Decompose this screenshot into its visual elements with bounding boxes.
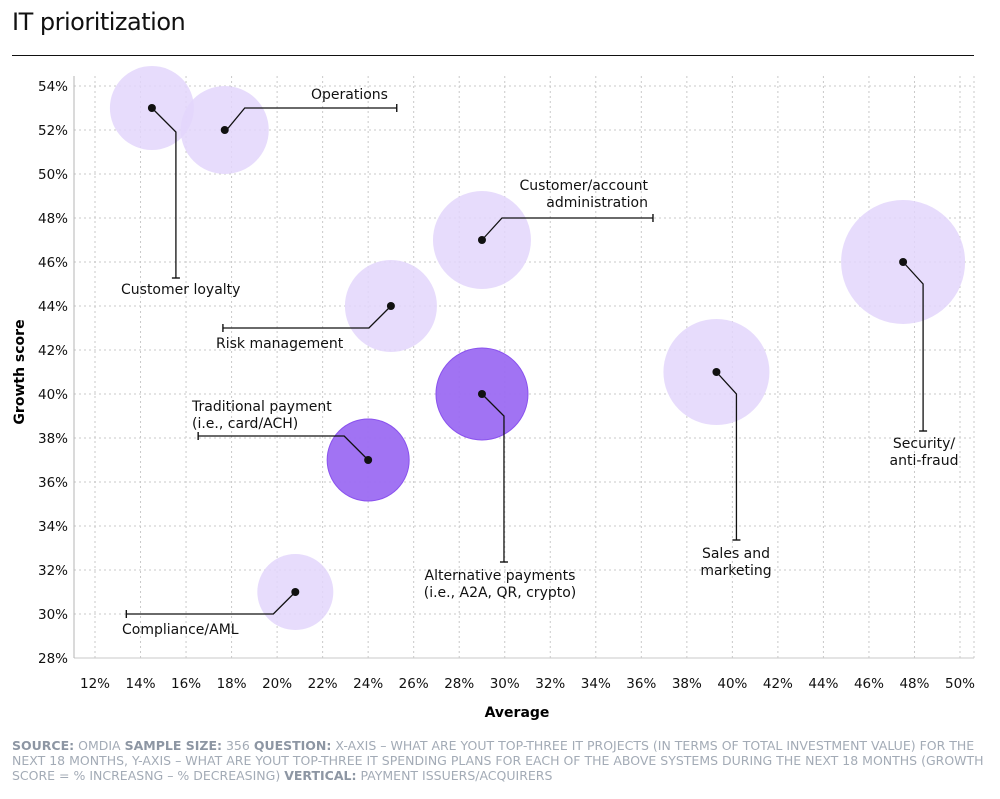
- y-tick-label: 34%: [38, 519, 68, 535]
- annotation-line: Security/: [893, 436, 955, 452]
- source-note: SOURCE: OMDIA SAMPLE SIZE: 356 QUESTION:…: [12, 738, 987, 783]
- annotation-line: Alternative payments: [425, 568, 576, 584]
- annotation-label-4: Security/anti-fraud: [890, 436, 959, 469]
- y-tick-label: 46%: [38, 255, 68, 271]
- y-tick-label: 32%: [38, 563, 68, 579]
- y-tick-label: 44%: [38, 299, 68, 315]
- annotation-line: Sales and: [702, 546, 770, 562]
- annotation-label-7: Alternative payments (i.e., A2A, QR, cryp…: [424, 568, 577, 601]
- x-tick-label: 40%: [717, 676, 747, 692]
- bubble-center-8: [364, 456, 373, 464]
- bubble-center-5: [386, 302, 395, 310]
- bubble-center-7: [477, 390, 486, 398]
- y-tick-label: 38%: [38, 431, 68, 447]
- annotation-line: Customer loyalty: [121, 282, 240, 298]
- annotation-label-3: Customer/account administration: [520, 178, 649, 211]
- x-tick-label: 38%: [672, 676, 702, 692]
- x-axis-label: Average: [485, 705, 550, 721]
- annotation-line: Operations: [311, 87, 388, 103]
- sample-size-label: SAMPLE SIZE:: [124, 738, 222, 753]
- x-tick-label: 50%: [945, 676, 975, 692]
- bubble-center-3: [477, 236, 486, 244]
- bubble-center-4: [899, 258, 908, 266]
- x-tick-label: 28%: [444, 676, 474, 692]
- x-tick-label: 26%: [399, 676, 429, 692]
- x-tick-label: 12%: [80, 676, 110, 692]
- annotation-label-9: Compliance/AML: [122, 622, 239, 638]
- leader-line-3: [481, 217, 653, 241]
- bubble-center-1: [147, 104, 156, 112]
- vertical-text: PAYMENT ISSUERS/ACQUIRERS: [360, 768, 553, 783]
- sample-size-text: 356: [225, 738, 250, 753]
- annotation-line: (i.e., card/ACH): [192, 416, 298, 432]
- bubble-centers: [147, 104, 908, 596]
- annotation-line: anti-fraud: [890, 453, 959, 469]
- annotation-labels: Customer loyalty Operations Customer/accou…: [121, 87, 958, 638]
- y-tick-label: 42%: [38, 343, 68, 359]
- bubble-center-9: [291, 588, 300, 596]
- source-text: OMDIA: [78, 738, 121, 753]
- x-tick-label: 22%: [308, 676, 338, 692]
- leader-line-9: [126, 591, 296, 615]
- x-tick-label: 14%: [126, 676, 156, 692]
- y-tick-label: 40%: [38, 387, 68, 403]
- x-tick-label: 30%: [490, 676, 520, 692]
- annotation-line: Customer/account: [520, 178, 649, 194]
- y-tick-label: 50%: [38, 167, 68, 183]
- y-tick-label: 48%: [38, 211, 68, 227]
- annotation-label-5: Risk management: [216, 336, 344, 352]
- leader-lines: [125, 104, 928, 618]
- annotation-line: Compliance/AML: [122, 622, 239, 638]
- x-tick-label: 16%: [171, 676, 201, 692]
- vertical-label: VERTICAL:: [284, 768, 357, 783]
- leader-line-6: [715, 371, 738, 540]
- y-axis-label: Growth score: [12, 319, 28, 424]
- x-tick-label: 32%: [535, 676, 565, 692]
- annotation-label-8: Traditional payment (i.e., card/ACH): [191, 399, 332, 432]
- y-tick-label: 54%: [38, 79, 68, 95]
- annotation-line: Traditional payment: [191, 399, 332, 415]
- y-tick-label: 52%: [38, 123, 68, 139]
- annotation-label-6: Sales and marketing: [700, 546, 771, 579]
- x-tick-label: 46%: [854, 676, 884, 692]
- source-label: SOURCE:: [12, 738, 75, 753]
- leader-line-8: [198, 435, 369, 461]
- annotation-line: Risk management: [216, 336, 344, 352]
- y-tick-label: 30%: [38, 607, 68, 623]
- leader-line-4: [902, 261, 924, 431]
- x-tick-label: 24%: [353, 676, 383, 692]
- question-text: X-AXIS – WHAT ARE YOUT TOP-THREE IT PROJ…: [12, 738, 984, 783]
- annotation-line: (i.e., A2A, QR, crypto): [424, 585, 577, 601]
- x-tick-label: 18%: [217, 676, 247, 692]
- title-rule: [12, 55, 974, 56]
- x-tick-label: 36%: [626, 676, 656, 692]
- y-tick-label: 36%: [38, 475, 68, 491]
- leader-line-5: [222, 305, 392, 329]
- y-tick-label: 28%: [38, 651, 68, 667]
- ticks: 28% 30% 32% 34% 36% 38% 40% 42% 44% 46% 48% 50% 52% 5…: [38, 79, 975, 692]
- x-tick-label: 44%: [808, 676, 838, 692]
- x-tick-label: 42%: [763, 676, 793, 692]
- bubble-chart: 28% 30% 32% 34% 36% 38% 40% 42% 44% 46% 48% 50% 52% 5…: [12, 66, 975, 721]
- annotation-line: marketing: [700, 563, 771, 579]
- question-label: QUESTION:: [253, 738, 332, 753]
- annotation-label-1: Customer loyalty: [121, 282, 240, 298]
- bubble-center-6: [712, 368, 721, 376]
- x-tick-label: 48%: [899, 676, 929, 692]
- annotation-line: administration: [546, 195, 648, 211]
- bubble-center-2: [220, 126, 229, 134]
- annotation-label-2: Operations: [311, 87, 388, 103]
- chart-title: IT prioritization: [12, 8, 186, 36]
- leader-line-7: [481, 393, 505, 562]
- x-tick-label: 34%: [581, 676, 611, 692]
- x-tick-label: 20%: [262, 676, 292, 692]
